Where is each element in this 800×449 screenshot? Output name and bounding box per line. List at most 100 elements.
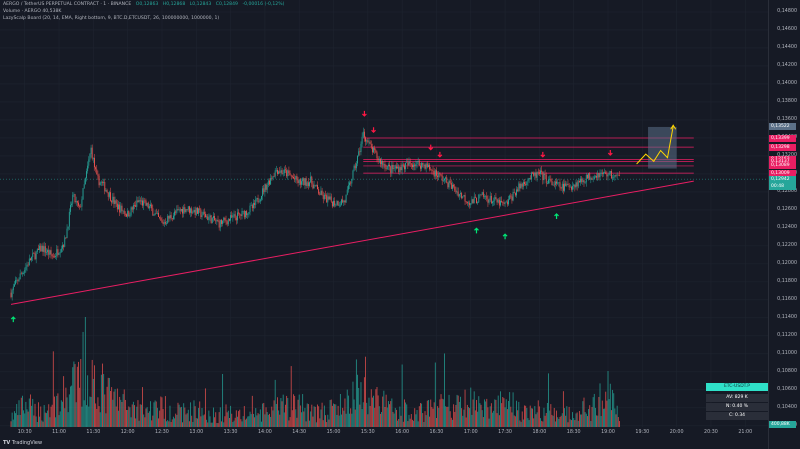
volume-bar xyxy=(143,414,145,427)
candle-body xyxy=(194,209,196,215)
volume-bar xyxy=(391,398,393,427)
candle-body xyxy=(132,205,134,210)
time-tick-label: 16:30 xyxy=(429,430,444,435)
candle-body xyxy=(215,220,217,222)
candle-body xyxy=(477,202,479,204)
volume-legend[interactable]: Volume · AERGO 40,538K xyxy=(3,9,62,14)
volume-bar xyxy=(446,406,448,427)
candle-body xyxy=(550,178,552,181)
candle-body xyxy=(294,178,296,180)
volume-bar xyxy=(482,417,484,427)
candle-body xyxy=(541,170,543,172)
volume-bar xyxy=(179,407,181,427)
volume-bar xyxy=(302,394,304,427)
candle-body xyxy=(86,171,87,179)
candle-body xyxy=(494,197,496,201)
volume-bar xyxy=(68,394,70,427)
volume-bar xyxy=(100,374,102,427)
volume-bar xyxy=(473,391,475,427)
candle-body xyxy=(322,195,324,200)
volume-bar xyxy=(521,411,523,427)
candle-body xyxy=(463,195,465,197)
projection-path xyxy=(636,124,677,165)
volume-bar xyxy=(369,405,371,427)
time-tick-label: 10:30 xyxy=(17,430,32,435)
candle-body xyxy=(225,220,227,222)
candle-body xyxy=(562,183,564,191)
volume-bar xyxy=(66,397,68,427)
volume-bar xyxy=(241,421,243,427)
volume-bar xyxy=(278,410,280,427)
price-axis[interactable] xyxy=(768,0,800,449)
candle-body xyxy=(422,162,424,165)
candle-body xyxy=(471,199,473,204)
volume-bar xyxy=(494,399,496,427)
candle-body xyxy=(259,199,261,202)
volume-bar xyxy=(406,404,408,427)
volume-bar xyxy=(231,413,233,427)
volume-bar xyxy=(220,421,222,427)
volume-bar xyxy=(490,403,492,427)
candle-body xyxy=(315,185,317,186)
volume-bar xyxy=(33,415,35,427)
candle-body xyxy=(80,206,82,208)
candle-body xyxy=(409,161,411,164)
candle-body xyxy=(170,215,172,219)
volume-bar xyxy=(219,407,221,427)
candle-body xyxy=(479,194,481,196)
tradingview-logo[interactable]: TV TradingView xyxy=(3,440,43,446)
candle-body xyxy=(440,174,442,176)
candle-body xyxy=(227,219,229,225)
volume-bar xyxy=(297,399,299,427)
candle-body xyxy=(572,186,574,190)
candle-body xyxy=(614,174,616,177)
volume-bar xyxy=(346,389,348,427)
volume-bar xyxy=(49,417,51,427)
candle-body xyxy=(368,141,370,143)
candle-body xyxy=(162,222,164,224)
candle-body xyxy=(488,199,490,203)
candle-body xyxy=(94,157,95,168)
symbol-title[interactable]: AERGO / TetherUS PERPETUAL CONTRACT · 1 … xyxy=(3,2,132,7)
symbol-header[interactable]: AERGO / TetherUS PERPETUAL CONTRACT · 1 … xyxy=(3,2,287,8)
time-tick-label: 19:30 xyxy=(635,430,650,435)
candle-body xyxy=(226,221,228,225)
candle-body xyxy=(598,173,600,178)
volume-bar xyxy=(374,407,376,427)
candle-body xyxy=(570,186,572,190)
volume-bar xyxy=(289,417,291,427)
volume-bar xyxy=(277,397,278,427)
volume-bar xyxy=(541,420,543,427)
up-arrow-icon xyxy=(474,227,479,234)
volume-bar xyxy=(249,411,251,427)
volume-bar xyxy=(139,404,141,427)
candle-body xyxy=(323,194,325,200)
indicator-legend[interactable]: LazyScalp Board (20, 14, EMA, Right bott… xyxy=(3,16,220,21)
candle-body xyxy=(403,165,405,170)
volume-bar xyxy=(104,394,106,427)
candle-body xyxy=(505,201,507,203)
candle-body xyxy=(167,216,169,224)
time-tick-label: 20:00 xyxy=(669,430,684,435)
candle-body xyxy=(341,199,342,205)
candle-body xyxy=(151,204,153,209)
volume-bar xyxy=(431,406,433,427)
candle-body xyxy=(606,173,608,177)
candle-body xyxy=(490,195,492,204)
candle-body xyxy=(306,182,308,186)
candle-body xyxy=(249,205,251,213)
price-tick-label: 0,13200 xyxy=(777,153,797,158)
candle-body xyxy=(100,182,102,183)
candle-body xyxy=(489,195,491,200)
volume-bar xyxy=(138,420,140,427)
volume-bar xyxy=(504,407,506,427)
candle-body xyxy=(218,221,220,228)
volume-bar xyxy=(88,406,90,427)
candle-body xyxy=(469,202,471,206)
volume-bar xyxy=(215,412,217,427)
volume-bar xyxy=(263,402,265,427)
volume-bar xyxy=(591,407,593,427)
candle-body xyxy=(493,200,495,202)
volume-bar xyxy=(592,397,594,427)
